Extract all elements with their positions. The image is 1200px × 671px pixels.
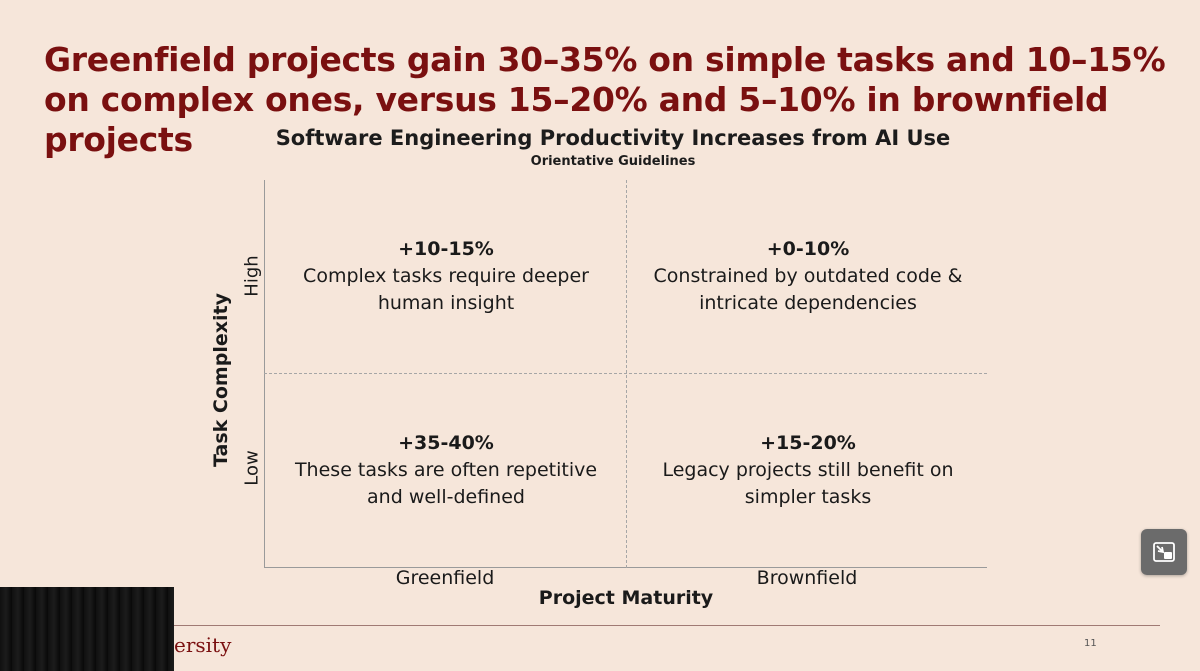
quadrant-value: +35-40% [398,432,494,454]
quadrant-greenfield-low: +35-40% These tasks are often repetitive… [281,430,611,511]
slide-page-number: 11 [1084,638,1097,649]
presenter-video-thumbnail[interactable] [0,587,174,671]
quadrant-description: Constrained by outdated code & intricate… [653,265,963,314]
quadrant-brownfield-low: +15-20% Legacy projects still benefit on… [643,430,973,511]
quadrant-description: Complex tasks require deeper human insig… [303,265,589,314]
quadrant-greenfield-high: +10-15% Complex tasks require deeper hum… [281,236,611,317]
quadrant-brownfield-high: +0-10% Constrained by outdated code & in… [643,236,973,317]
slide-headline: Greenfield projects gain 30–35% on simpl… [44,40,1166,159]
y-tick-high: High [241,255,263,297]
x-tick-brownfield: Brownfield [756,567,858,589]
picture-in-picture-exit-icon [1153,542,1175,562]
quadrant-value: +10-15% [398,238,494,260]
horizontal-divider [264,373,987,374]
y-tick-low: Low [241,450,263,486]
x-axis-label: Project Maturity [538,587,714,609]
chart-title: Software Engineering Productivity Increa… [275,126,951,150]
footer-logo-text: ersity [174,633,232,657]
quadrant-description: These tasks are often repetitive and wel… [294,459,598,508]
picture-in-picture-button[interactable] [1141,529,1187,575]
chart-subtitle: Orientative Guidelines [530,154,696,169]
quadrant-description: Legacy projects still benefit on simpler… [662,459,954,508]
y-axis-line [264,180,265,568]
footer-divider [174,625,1160,626]
x-tick-greenfield: Greenfield [395,567,495,589]
quadrant-value: +0-10% [766,238,850,260]
y-axis-label: Task Complexity [210,293,232,467]
x-axis-line [264,567,987,568]
quadrant-value: +15-20% [760,432,856,454]
vertical-divider [626,180,627,568]
